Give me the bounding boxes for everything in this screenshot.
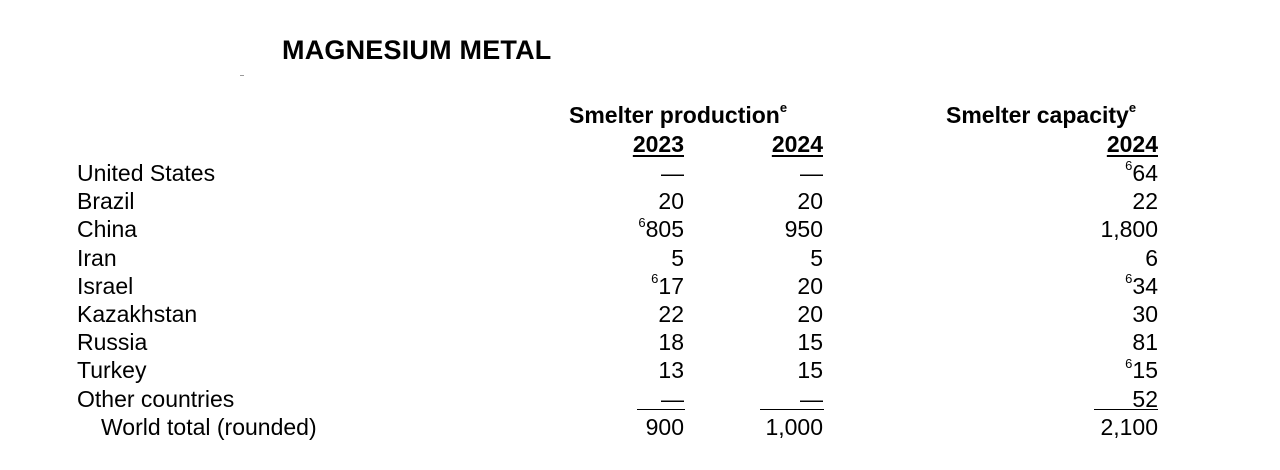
production-2023: — [661, 386, 684, 413]
table-row: Israel 617 20 634 [0, 271, 1280, 301]
production-2024-value: — [800, 160, 823, 186]
country-name: Iran [77, 244, 117, 271]
production-2024-value: 15 [797, 329, 823, 356]
total-production-2024: 1,000 [765, 414, 823, 441]
total-rule-2024 [760, 409, 824, 410]
header-smelter-capacity: Smelter capacitye [946, 100, 1137, 129]
footnote-marker: 6 [1125, 158, 1133, 174]
capacity-2024: 52 [1132, 386, 1158, 413]
table-row: United States — — 664 [0, 158, 1280, 188]
country-name: Kazakhstan [77, 301, 198, 327]
production-2024-value: 20 [797, 188, 823, 215]
production-2024: 20 [797, 188, 823, 215]
estimate-superscript: e [1128, 100, 1137, 116]
production-2023-value: — [661, 160, 684, 186]
header-smelter-production: Smelter productione [569, 100, 788, 129]
capacity-2024-value: 15 [1132, 357, 1158, 384]
country-name: Russia [77, 329, 148, 356]
production-2024: 950 [785, 216, 823, 243]
table-row: Other countries — — 52 [0, 386, 1280, 414]
footnote-marker: 6 [1125, 271, 1133, 287]
capacity-2024-value: 64 [1132, 160, 1158, 186]
capacity-2024: 615 [1125, 357, 1158, 384]
table-row: Russia 18 15 81 [0, 329, 1280, 357]
production-2024-value: 5 [810, 244, 823, 271]
total-production-2024-value: 1,000 [765, 414, 823, 441]
capacity-2024-value: 6 [1145, 244, 1158, 271]
production-2023-value: 17 [658, 272, 684, 299]
production-2024: — [800, 386, 823, 413]
production-2023: 22 [658, 301, 684, 328]
total-rule-capacity [1094, 409, 1158, 410]
production-2023-value: 805 [645, 216, 684, 243]
production-2023: 6805 [638, 216, 684, 243]
footnote-marker: 6 [651, 271, 659, 287]
capacity-2024-value: 52 [1132, 385, 1158, 412]
production-2024: — [800, 160, 823, 187]
total-label: World total (rounded) [101, 414, 317, 441]
production-2024: 20 [797, 301, 823, 328]
production-2024: 15 [797, 329, 823, 356]
table-row: China 6805 950 1,800 [0, 216, 1280, 244]
production-2024-value: — [800, 385, 823, 412]
year-2023-header: 2023 [632, 131, 684, 157]
production-2023: 18 [658, 329, 684, 356]
capacity-2024-value: 30 [1132, 301, 1158, 327]
production-2023: 617 [651, 271, 684, 300]
production-2024-value: 20 [797, 272, 823, 299]
production-2023-value: 18 [658, 329, 684, 356]
production-2024: 5 [810, 245, 823, 272]
production-2023: 5 [671, 245, 684, 272]
header-production-label: Smelter production [569, 102, 780, 128]
capacity-2024-value: 34 [1132, 272, 1158, 299]
country-name: Brazil [77, 188, 135, 215]
production-2023: 13 [658, 357, 684, 384]
country-name: Other countries [77, 385, 235, 412]
table-row: Iran 5 5 6 [0, 245, 1280, 273]
table-row: Kazakhstan 22 20 30 [0, 301, 1280, 329]
stray-mark [240, 75, 244, 76]
capacity-2024-value: 22 [1132, 188, 1158, 215]
table-row: Turkey 13 15 615 [0, 357, 1280, 385]
total-production-2023-value: 900 [645, 414, 684, 441]
capacity-2024: 30 [1132, 301, 1158, 328]
production-2024-value: 15 [797, 357, 823, 384]
year-2024-header: 2024 [771, 131, 823, 157]
capacity-year-header: 2024 [1106, 131, 1158, 157]
capacity-2024: 634 [1125, 271, 1158, 300]
table-row: Brazil 20 20 22 [0, 188, 1280, 216]
production-2024-value: 20 [797, 301, 823, 327]
production-2023: 20 [658, 188, 684, 215]
total-production-2023: 900 [646, 414, 684, 441]
production-2023-value: 13 [658, 357, 684, 384]
header-capacity-label: Smelter capacity [946, 102, 1129, 128]
production-2024: 20 [797, 273, 823, 300]
production-2023-value: 5 [671, 244, 684, 271]
production-2023-value: — [661, 385, 684, 412]
capacity-2024: 22 [1132, 188, 1158, 215]
capacity-2024: 81 [1132, 329, 1158, 356]
estimate-superscript: e [779, 100, 788, 116]
production-2023-value: 22 [658, 301, 684, 327]
production-2024-value: 950 [784, 216, 823, 243]
country-name: China [77, 216, 138, 243]
capacity-2024: 664 [1125, 158, 1158, 187]
total-rule-2023 [637, 409, 685, 410]
total-row: World total (rounded) 900 1,000 2,100 [0, 414, 1280, 442]
capacity-2024: 1,800 [1100, 216, 1158, 243]
country-name: Turkey [77, 357, 147, 384]
country-name: Israel [77, 272, 134, 299]
page-title: MAGNESIUM METAL [282, 35, 552, 65]
production-2024: 15 [797, 357, 823, 384]
production-2023: — [661, 160, 684, 187]
capacity-2024: 6 [1145, 245, 1158, 272]
country-name: United States [77, 160, 216, 186]
production-2023-value: 20 [658, 188, 684, 215]
total-capacity-2024-value: 2,100 [1100, 414, 1158, 441]
footnote-marker: 6 [638, 214, 646, 230]
capacity-2024-value: 1,800 [1100, 216, 1158, 243]
footnote-marker: 6 [1125, 355, 1133, 371]
total-capacity-2024: 2,100 [1100, 414, 1158, 441]
capacity-2024-value: 81 [1132, 329, 1158, 356]
